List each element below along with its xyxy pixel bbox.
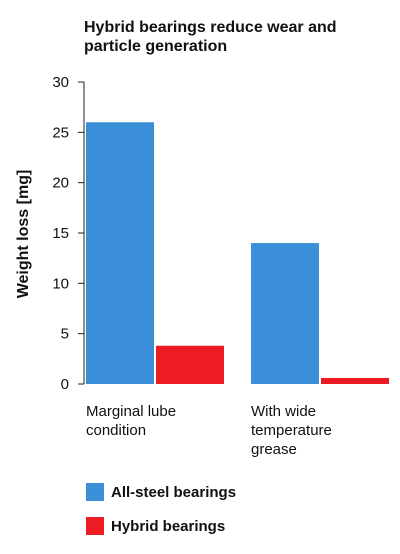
y-tick-label-30: 30 [52,74,69,91]
y-tick-label-15: 15 [52,225,69,242]
y-tick-label-10: 10 [52,275,69,292]
legend-swatch-hybrid [86,517,104,535]
y-tick-label-20: 20 [52,175,69,192]
bar-hybrid-0 [156,345,224,384]
legend-label-all-steel: All-steel bearings [111,483,237,501]
category-label-1: With wide temperature grease [251,403,332,458]
chart-title: Hybrid bearings reduce wear and particle… [84,19,337,55]
legend-item-all-steel: All-steel bearings [86,483,236,501]
bar-all-steel-0 [86,122,154,385]
bar-all-steel-1 [251,243,319,384]
y-axis-label: Weight loss [mg] [15,170,32,299]
category-label-0: Marginal lube condition [86,403,176,439]
legend-swatch-all-steel [86,483,104,501]
bar-hybrid-1 [321,377,389,384]
y-tick-label-5: 5 [61,326,69,343]
legend-item-hybrid: Hybrid bearings [86,517,225,535]
legend-label-hybrid: Hybrid bearings [111,517,226,535]
y-tick-label-0: 0 [61,376,69,393]
y-tick-label-25: 25 [52,124,69,141]
